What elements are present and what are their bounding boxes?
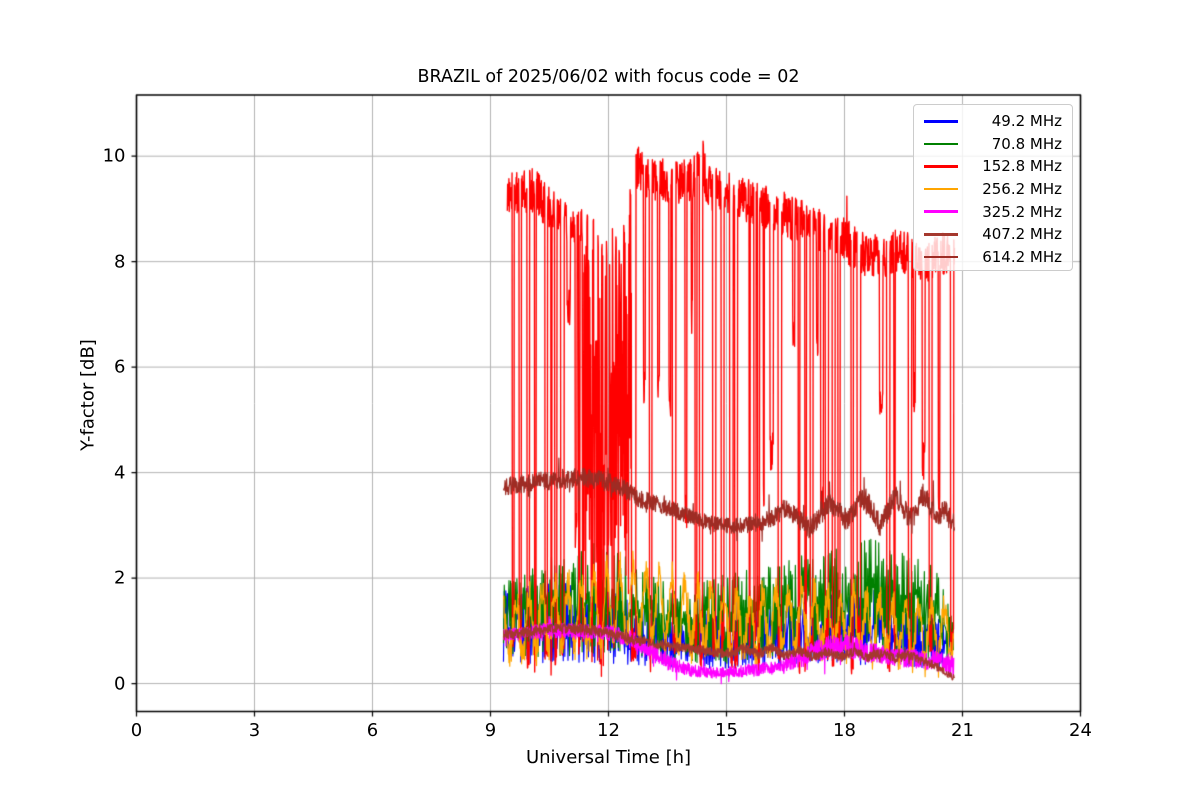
legend-swatch (924, 232, 958, 236)
legend-label: 70.8 MHz (991, 134, 1062, 153)
x-tick-label: 12 (597, 719, 620, 741)
x-tick-label: 3 (248, 719, 261, 741)
y-tick-label: 4 (114, 462, 126, 484)
legend-swatch (924, 120, 958, 123)
y-tick-label: 8 (114, 251, 126, 273)
legend-label: 407.2 MHz (982, 225, 1062, 244)
legend-label: 256.2 MHz (982, 180, 1062, 199)
legend-row: 70.8 MHz (914, 133, 1072, 156)
legend-label: 325.2 MHz (982, 202, 1062, 221)
legend-row: 152.8 MHz (914, 155, 1072, 178)
y-tick-label: 0 (114, 673, 126, 695)
legend: 49.2 MHz 70.8 MHz 152.8 MHz 256.2 MHz 325.2 … (913, 104, 1073, 271)
x-tick-label: 21 (951, 719, 974, 741)
legend-swatch (924, 187, 958, 191)
x-tick-label: 18 (833, 719, 856, 741)
legend-swatch (924, 142, 958, 146)
x-tick-label: 0 (130, 719, 143, 741)
x-tick-label: 24 (1069, 719, 1092, 741)
legend-row: 614.2 MHz (914, 246, 1072, 269)
y-tick-label: 2 (114, 567, 126, 589)
x-axis-label: Universal Time [h] (525, 747, 692, 768)
x-tick-label: 6 (366, 719, 379, 741)
legend-label: 614.2 MHz (982, 247, 1062, 266)
legend-swatch (924, 165, 958, 168)
legend-row: 49.2 MHz (914, 110, 1072, 133)
x-tick-label: 9 (484, 719, 497, 741)
x-tick-label: 15 (715, 719, 738, 741)
y-tick-label: 6 (114, 356, 126, 378)
y-axis-label: Y-factor [dB] (77, 339, 99, 451)
legend-row: 407.2 MHz (914, 223, 1072, 246)
legend-label: 49.2 MHz (991, 112, 1062, 131)
legend-label: 152.8 MHz (982, 157, 1062, 176)
y-tick-label: 10 (102, 145, 126, 167)
legend-swatch (924, 210, 958, 213)
chart-title: BRAZIL of 2025/06/02 with focus code = 0… (417, 67, 800, 87)
legend-row: 256.2 MHz (914, 178, 1072, 201)
legend-row: 325.2 MHz (914, 200, 1072, 223)
legend-swatch (924, 255, 958, 259)
